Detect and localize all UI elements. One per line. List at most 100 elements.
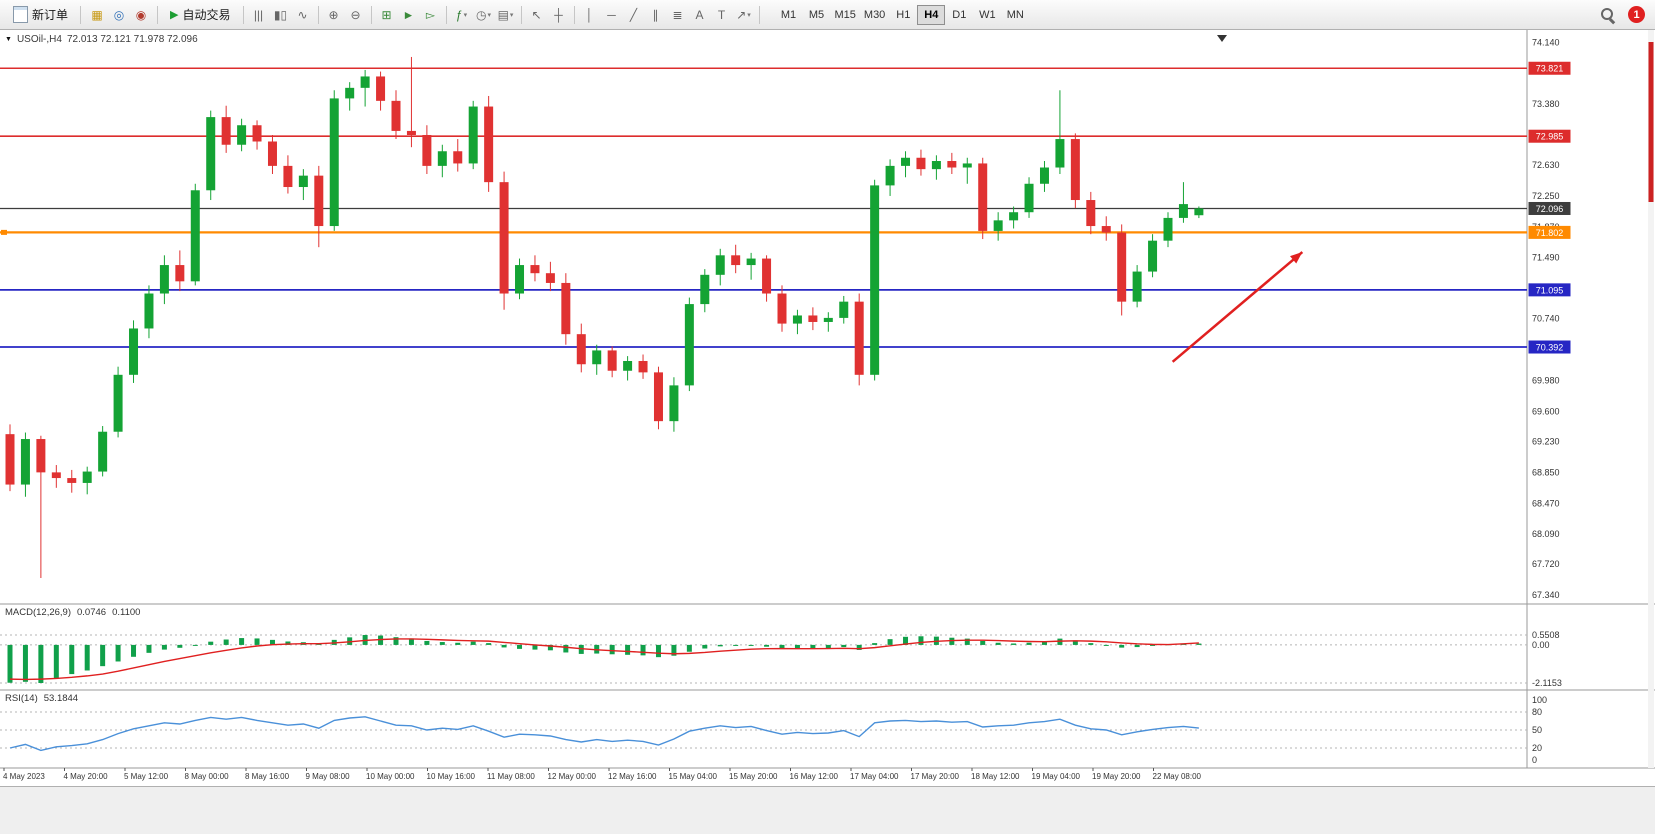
cursor-icon[interactable]: ↖ bbox=[526, 4, 548, 26]
timeframe-h1-button[interactable]: H1 bbox=[889, 5, 917, 25]
timeframe-d1-button[interactable]: D1 bbox=[945, 5, 973, 25]
time-axis-label: 4 May 20:00 bbox=[64, 772, 109, 781]
trendline-icon[interactable]: ╱ bbox=[623, 4, 645, 26]
tile-windows-icon[interactable]: ⊞ bbox=[376, 4, 398, 26]
rsi-axis-label: 100 bbox=[1532, 695, 1547, 705]
arrows-icon[interactable]: ↗ ▾ bbox=[733, 4, 755, 26]
timeframe-m1-button[interactable]: M1 bbox=[775, 5, 803, 25]
macd-histogram-bar bbox=[980, 640, 986, 645]
auto-scroll-icon[interactable]: ► bbox=[398, 4, 420, 26]
market-watch-icon[interactable]: ◉ bbox=[130, 4, 152, 26]
scrollbar-track[interactable] bbox=[1648, 30, 1654, 768]
search-icon[interactable] bbox=[1599, 6, 1617, 24]
timeframe-m30-button[interactable]: M30 bbox=[860, 5, 889, 25]
time-axis-label: 22 May 08:00 bbox=[1153, 772, 1202, 781]
candle-body bbox=[545, 273, 555, 283]
timeframe-h4-button[interactable]: H4 bbox=[917, 4, 946, 25]
candle-body bbox=[947, 161, 957, 168]
candle-body bbox=[792, 315, 802, 324]
trend-arrow[interactable] bbox=[1171, 251, 1304, 363]
crosshair-icon[interactable]: ┼ bbox=[548, 4, 570, 26]
macd-histogram-bar bbox=[825, 644, 831, 649]
macd-histogram-bar bbox=[903, 636, 909, 645]
toolbar-separator bbox=[242, 5, 244, 24]
bar-chart-icon[interactable]: ||| bbox=[248, 4, 270, 26]
price-tag-label: 72.096 bbox=[1536, 204, 1564, 214]
symbol-dropdown-icon[interactable]: ▼ bbox=[5, 36, 12, 43]
dropdown-arrow-icon: ▾ bbox=[463, 11, 468, 19]
macd-histogram-bar bbox=[1041, 641, 1047, 645]
tile-windows-icon-glyph: ⊞ bbox=[381, 7, 392, 22]
macd-histogram-bar bbox=[1196, 643, 1202, 645]
fibonacci-icon[interactable]: ≣ bbox=[667, 4, 689, 26]
templates-icon[interactable]: ▤ ▾ bbox=[495, 4, 517, 26]
candle-body bbox=[298, 175, 308, 188]
candle-body bbox=[190, 190, 200, 282]
candle-body bbox=[592, 350, 602, 365]
macd-histogram-bar bbox=[38, 644, 44, 683]
macd-histogram-bar bbox=[1134, 644, 1140, 648]
timeframe-mn-button[interactable]: MN bbox=[1001, 5, 1029, 25]
time-axis-label: 10 May 16:00 bbox=[427, 772, 476, 781]
timeframe-m15-button[interactable]: M15 bbox=[831, 5, 860, 25]
text-icon[interactable]: A bbox=[689, 4, 711, 26]
macd-histogram-bar bbox=[177, 644, 183, 648]
vertical-line-icon-glyph: │ bbox=[585, 7, 594, 22]
zoom-out-icon[interactable]: ⊖ bbox=[345, 4, 367, 26]
main-toolbar: 新订单 ▦ ◎ ◉ ▶ 自动交易 ||| ▮▯ ∿ ⊕ ⊖ ⊞ ► ▻ ƒ ▾ ◷ ▾ ▤ ▾ ↖ ┼ │ ─ ╱ ∥ ≣ A… bbox=[0, 0, 1655, 30]
line-chart-icon[interactable]: ∿ bbox=[292, 4, 314, 26]
candle-body bbox=[962, 163, 972, 168]
new-chart-icon[interactable]: ▦ bbox=[86, 4, 108, 26]
zoom-in-icon[interactable]: ⊕ bbox=[323, 4, 345, 26]
horizontal-line-icon[interactable]: ─ bbox=[601, 4, 623, 26]
macd-histogram-bar bbox=[547, 644, 553, 651]
candle-body bbox=[669, 385, 679, 422]
macd-histogram-bar bbox=[470, 641, 476, 645]
notification-badge[interactable]: 1 bbox=[1628, 6, 1645, 23]
indicators-icon[interactable]: ƒ ▾ bbox=[451, 4, 473, 26]
macd-histogram-bar bbox=[517, 644, 523, 649]
candle-body bbox=[638, 360, 648, 373]
new-order-button[interactable]: 新订单 bbox=[6, 3, 75, 27]
macd-histogram-bar bbox=[347, 637, 353, 645]
candle-body bbox=[746, 258, 756, 266]
macd-histogram-bar bbox=[1072, 640, 1078, 645]
macd-axis-label: -2.1153 bbox=[1532, 678, 1562, 688]
macd-histogram-bar bbox=[501, 644, 507, 648]
time-axis-label: 12 May 16:00 bbox=[608, 772, 657, 781]
timeframe-m5-button[interactable]: M5 bbox=[803, 5, 831, 25]
candle-body bbox=[870, 185, 880, 375]
periods-icon[interactable]: ◷ ▾ bbox=[473, 4, 495, 26]
chart-shift-marker[interactable] bbox=[1217, 35, 1227, 42]
timeframe-w1-button[interactable]: W1 bbox=[973, 5, 1001, 25]
price-axis-label: 72.250 bbox=[1532, 191, 1560, 201]
time-axis-label: 15 May 20:00 bbox=[729, 772, 778, 781]
candle-body bbox=[221, 117, 231, 145]
autotrading-label: 自动交易 bbox=[182, 8, 231, 22]
scrollbar-thumb[interactable] bbox=[1648, 42, 1654, 202]
candle-body bbox=[700, 274, 710, 305]
macd-histogram-bar bbox=[161, 644, 167, 650]
toolbar-separator bbox=[520, 5, 522, 24]
candle-body bbox=[515, 265, 525, 294]
macd-histogram-bar bbox=[1119, 644, 1125, 648]
chart-shift-icon[interactable]: ▻ bbox=[420, 4, 442, 26]
autotrading-button[interactable]: ▶ 自动交易 bbox=[163, 3, 237, 27]
candlestick-icon[interactable]: ▮▯ bbox=[270, 4, 292, 26]
profiles-icon[interactable]: ◎ bbox=[108, 4, 130, 26]
label-icon[interactable]: T bbox=[711, 4, 733, 26]
channel-icon[interactable]: ∥ bbox=[645, 4, 667, 26]
price-tag bbox=[1528, 201, 1571, 215]
macd-histogram-bar bbox=[131, 644, 137, 657]
chart-title: ▼ USOil-,H4 72.013 72.121 71.978 72.096 bbox=[5, 34, 198, 45]
macd-histogram-bar bbox=[609, 644, 615, 655]
macd-histogram-bar bbox=[53, 644, 59, 679]
price-axis-label: 72.630 bbox=[1532, 160, 1560, 170]
vertical-line-icon[interactable]: │ bbox=[579, 4, 601, 26]
candle-body bbox=[993, 220, 1003, 231]
price-tag-label: 71.802 bbox=[1536, 228, 1564, 238]
time-axis-label: 10 May 00:00 bbox=[366, 772, 415, 781]
price-tag bbox=[1528, 129, 1571, 143]
chart-canvas[interactable]: 74.14073.38072.63072.25071.87071.49070.7… bbox=[0, 30, 1655, 786]
zoom-out-icon-glyph: ⊖ bbox=[350, 7, 361, 22]
